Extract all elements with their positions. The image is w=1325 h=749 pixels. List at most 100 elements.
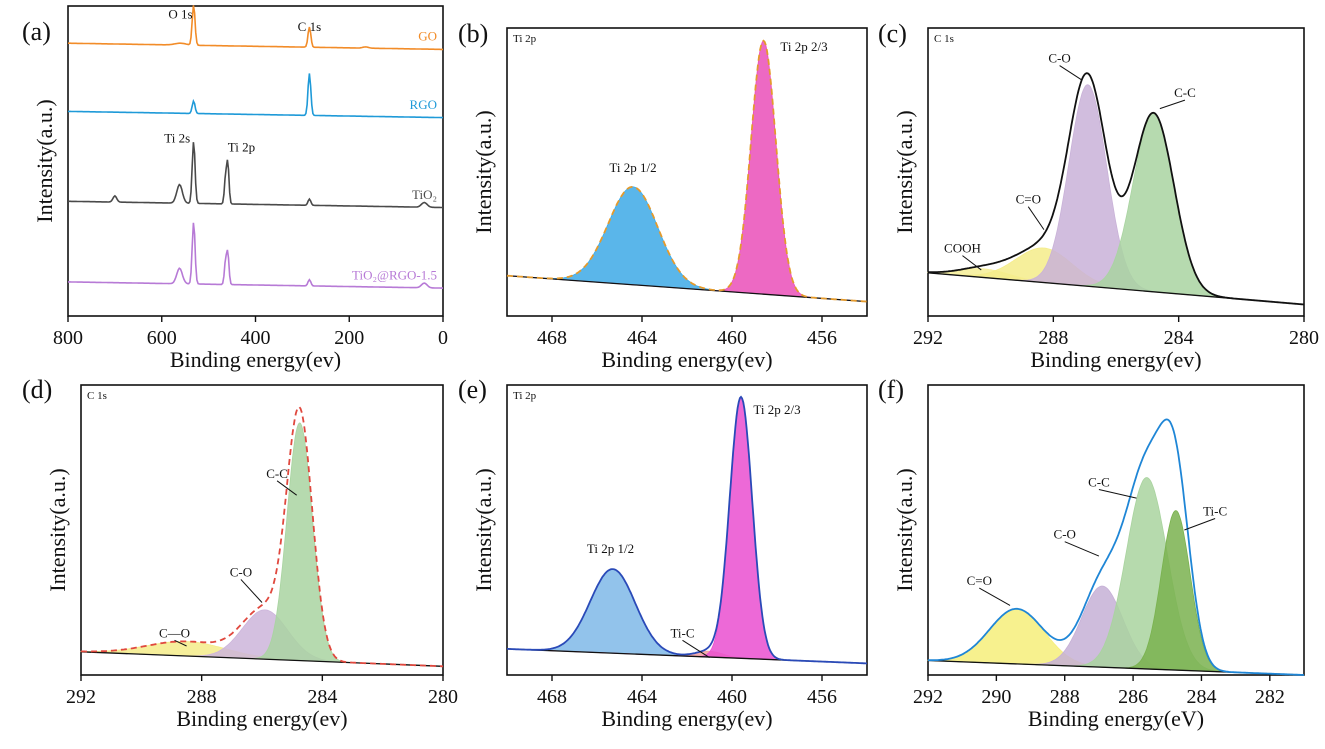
panel-d: 292 288 284 280 Binding energy(ev) Intensity(…	[22, 375, 458, 731]
y-axis-label: Intensity(a.u.)	[45, 468, 70, 591]
peak-annotation: Ti 2p 2/3	[753, 402, 800, 417]
peak-annotation: C 1s	[298, 19, 321, 34]
peak-annotation: Ti-C	[670, 625, 694, 640]
series-line-tio2-rgo-1-5	[68, 222, 443, 289]
peak-annotation: C=O	[967, 573, 992, 588]
panel-letter: (e)	[458, 375, 487, 404]
corner-label: Ti 2p	[513, 33, 537, 45]
y-axis-label: Intensity(a.u.)	[471, 468, 496, 591]
x-axis-label: Binding energy(ev)	[601, 706, 772, 731]
y-axis-label: Intensity(a.u.)	[471, 110, 496, 233]
x-tick-label: 288	[1038, 327, 1068, 349]
x-axis-label: Binding energy(ev)	[176, 706, 347, 731]
x-tick-label: 464	[627, 686, 657, 708]
x-tick-label: 288	[187, 686, 217, 708]
fit-envelope	[506, 39, 868, 303]
x-tick-label: 456	[807, 686, 837, 708]
panel-letter: (b)	[458, 19, 488, 48]
x-tick-label: 456	[807, 327, 837, 349]
peak-annotation: Ti-C	[1203, 504, 1227, 519]
baseline	[506, 275, 868, 303]
corner-label: C 1s	[934, 33, 954, 45]
peak-annotation: C-O	[1054, 527, 1076, 542]
panel-letter: (c)	[878, 19, 907, 48]
x-tick-label: 284	[307, 686, 337, 708]
peak-annotation: C-O	[1048, 51, 1070, 66]
x-tick-label: 280	[1289, 327, 1319, 349]
plot-frame	[927, 27, 1305, 317]
series-line-rgo	[68, 73, 443, 119]
fit-envelope	[81, 405, 443, 668]
x-tick-label: 0	[438, 327, 448, 349]
x-tick-label: 468	[537, 686, 567, 708]
peak-annotation: Ti 2p 1/2	[609, 160, 656, 175]
x-tick-label: 292	[913, 327, 943, 349]
component-peak-ti-2p-1-2	[506, 186, 868, 302]
x-tick-label: 200	[334, 327, 364, 349]
x-tick-label: 400	[241, 327, 271, 349]
component-peak-ti-2p-1-2	[506, 568, 868, 664]
x-axis-label: Binding energy(eV)	[1028, 706, 1204, 731]
fit-envelope	[928, 418, 1304, 676]
annotation-arrow	[1159, 99, 1186, 110]
panel-letter: (a)	[22, 17, 51, 46]
series-label: RGO	[410, 97, 437, 112]
annotation-arrow	[682, 639, 710, 659]
annotation-arrow	[174, 639, 187, 647]
x-tick-label: 290	[981, 686, 1011, 708]
x-tick-label: 464	[627, 327, 657, 349]
component-peak-ti-2p-2-3	[506, 40, 868, 302]
panel-b: 468 464 460 456 Binding energy(ev) Intensity(…	[458, 19, 868, 372]
x-tick-label: 286	[1118, 686, 1148, 708]
series-line-go	[68, 5, 443, 51]
x-axis-label: Binding energy(ev)	[1030, 347, 1201, 372]
peak-annotation: C-C	[1174, 85, 1196, 100]
peak-annotation: O 1s	[168, 6, 192, 21]
peak-annotation: Ti 2p 1/2	[587, 541, 634, 556]
x-tick-label: 292	[66, 686, 96, 708]
annotation-arrow	[962, 255, 982, 271]
x-tick-label: 280	[428, 686, 458, 708]
y-axis-label: Intensity(a.u.)	[32, 99, 57, 222]
annotation-arrow	[1059, 65, 1082, 81]
peak-annotation: C-C	[1088, 475, 1110, 490]
annotation-arrow	[1027, 206, 1045, 230]
series-label: TiO₂	[412, 187, 437, 202]
plot-frame	[506, 27, 868, 317]
corner-label: C 1s	[87, 390, 107, 402]
x-tick-label: 460	[717, 686, 747, 708]
series-label: GO	[418, 29, 437, 44]
x-tick-label: 284	[1186, 686, 1216, 708]
peak-annotation: Ti 2p	[228, 140, 255, 155]
annotation-arrow	[1064, 541, 1100, 557]
series-line-tio2	[68, 142, 443, 209]
y-axis-label: Intensity(a.u.)	[892, 468, 917, 591]
x-axis-label: Binding energy(ev)	[601, 347, 772, 372]
x-tick-label: 288	[1050, 686, 1080, 708]
panel-f: 292 290 288 286 284 282 Binding energy(eV) Inte…	[878, 375, 1305, 731]
annotation-arrow	[276, 480, 297, 496]
series-label: TiO₂@RGO-1.5	[352, 267, 437, 282]
fit-envelope	[928, 72, 1305, 306]
annotation-arrow	[1184, 518, 1216, 531]
peak-annotation: C-C	[266, 466, 288, 481]
x-tick-label: 284	[1164, 327, 1194, 349]
x-tick-label: 600	[147, 327, 177, 349]
panel-letter: (d)	[22, 375, 52, 404]
peak-annotation: C=O	[1016, 192, 1041, 207]
fit-envelope	[507, 395, 867, 665]
x-tick-label: 800	[53, 327, 83, 349]
y-axis-label: Intensity(a.u.)	[892, 110, 917, 233]
peak-annotation: Ti 2p 2/3	[780, 39, 827, 54]
x-tick-label: 460	[717, 327, 747, 349]
annotation-arrow	[979, 587, 1011, 606]
panel-a: 800 600 400 200 0 Binding energy(ev) Intensity…	[22, 5, 448, 372]
panel-letter: (f)	[878, 375, 904, 404]
panel-e: 468 464 460 456 Binding energy(ev) Intensity(…	[458, 375, 868, 731]
plot-frame	[80, 384, 444, 676]
corner-label: Ti 2p	[513, 390, 537, 402]
peak-annotation: Ti 2s	[164, 130, 190, 145]
peak-annotation: C—O	[159, 625, 190, 640]
x-axis-label: Binding energy(ev)	[170, 347, 341, 372]
